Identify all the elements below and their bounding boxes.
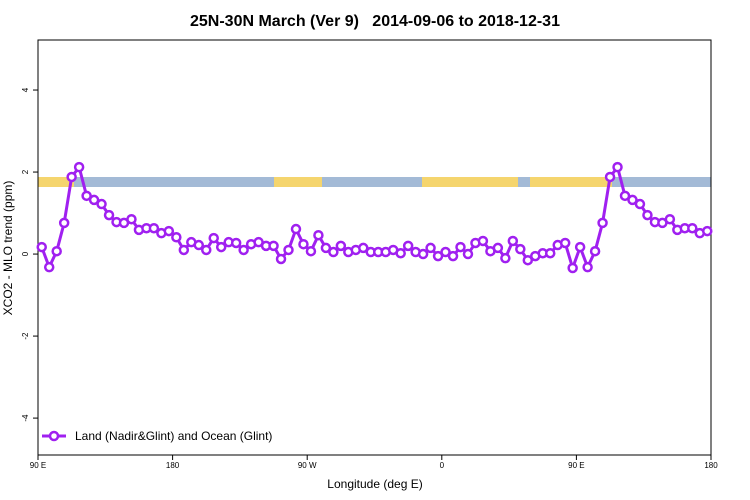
chart-title: 25N-30N March (Ver 9) 2014-09-06 to 2018… xyxy=(190,13,560,30)
data-point xyxy=(313,229,324,241)
data-point xyxy=(193,239,205,251)
data-point xyxy=(81,190,92,202)
y-tick-label: 4 xyxy=(21,87,30,92)
data-point xyxy=(163,225,175,237)
y-tick-label: -4 xyxy=(21,414,30,422)
data-point xyxy=(320,242,332,254)
data-point xyxy=(328,246,339,258)
data-point xyxy=(597,217,608,229)
data-point xyxy=(283,244,294,256)
land-band xyxy=(422,177,518,187)
data-point xyxy=(51,245,62,257)
land-band xyxy=(530,177,612,187)
data-point xyxy=(358,242,369,254)
plot-frame xyxy=(37,39,712,456)
data-point xyxy=(395,247,406,259)
legend-marker xyxy=(48,430,60,442)
data-point xyxy=(687,222,698,234)
x-tick-label: 180 xyxy=(166,461,180,470)
data-point xyxy=(201,244,212,256)
data-point xyxy=(417,248,429,260)
data-point xyxy=(544,247,556,259)
data-point xyxy=(462,248,474,260)
x-axis-label: Longitude (deg E) xyxy=(327,477,422,491)
data-point xyxy=(507,235,519,247)
y-tick-label: 0 xyxy=(21,251,30,256)
data-point xyxy=(604,171,616,183)
y-axis-label: XCO2 - MLO trend (ppm) xyxy=(1,181,15,316)
data-point xyxy=(477,235,489,247)
land-band xyxy=(38,177,74,187)
data-point xyxy=(582,261,593,273)
data-point xyxy=(642,209,653,221)
data-point xyxy=(619,190,631,202)
data-point xyxy=(73,161,85,173)
land-band xyxy=(274,177,322,187)
y-tick-label: 2 xyxy=(21,169,30,174)
data-point xyxy=(43,261,55,273)
ocean-band xyxy=(38,177,711,187)
data-point xyxy=(664,213,676,225)
data-point xyxy=(402,240,414,252)
data-point xyxy=(522,254,534,266)
data-point xyxy=(702,225,713,237)
data-point xyxy=(567,262,578,274)
data-point xyxy=(305,245,317,257)
data-point xyxy=(268,240,279,252)
data-point xyxy=(66,171,77,183)
x-tick-label: 90 E xyxy=(30,461,46,470)
data-point xyxy=(126,213,137,225)
x-tick-label: 90 W xyxy=(298,461,317,470)
data-point xyxy=(171,231,182,243)
data-point xyxy=(447,250,459,262)
data-point xyxy=(275,253,287,265)
data-point xyxy=(574,241,586,253)
data-point xyxy=(88,194,100,206)
x-tick-label: 90 E xyxy=(568,461,584,470)
data-point xyxy=(559,237,571,249)
data-point xyxy=(425,242,436,254)
data-point xyxy=(58,217,70,229)
land-ocean-band xyxy=(38,177,711,187)
data-point xyxy=(335,240,347,252)
data-point xyxy=(215,241,227,253)
data-point xyxy=(515,243,526,255)
data-point xyxy=(208,232,219,244)
data-point xyxy=(238,244,249,256)
legend-label: Land (Nadir&Glint) and Ocean (Glint) xyxy=(75,429,272,443)
data-point xyxy=(230,237,242,249)
data-point xyxy=(432,250,444,262)
data-point xyxy=(440,246,451,258)
data-point xyxy=(634,198,646,210)
data-point xyxy=(178,244,190,256)
data-point xyxy=(612,161,623,173)
x-tick-label: 180 xyxy=(704,461,718,470)
data-point xyxy=(103,209,115,221)
data-point xyxy=(290,223,302,235)
y-tick-label: -2 xyxy=(21,332,30,340)
data-point xyxy=(148,222,160,234)
x-tick-label: 0 xyxy=(440,461,445,470)
data-point xyxy=(500,252,511,264)
data-point xyxy=(36,241,47,253)
data-point xyxy=(492,242,504,254)
data-point xyxy=(298,238,309,250)
data-point xyxy=(627,194,638,206)
data-point xyxy=(589,245,601,257)
data-point xyxy=(96,198,107,210)
data-point xyxy=(455,241,466,253)
